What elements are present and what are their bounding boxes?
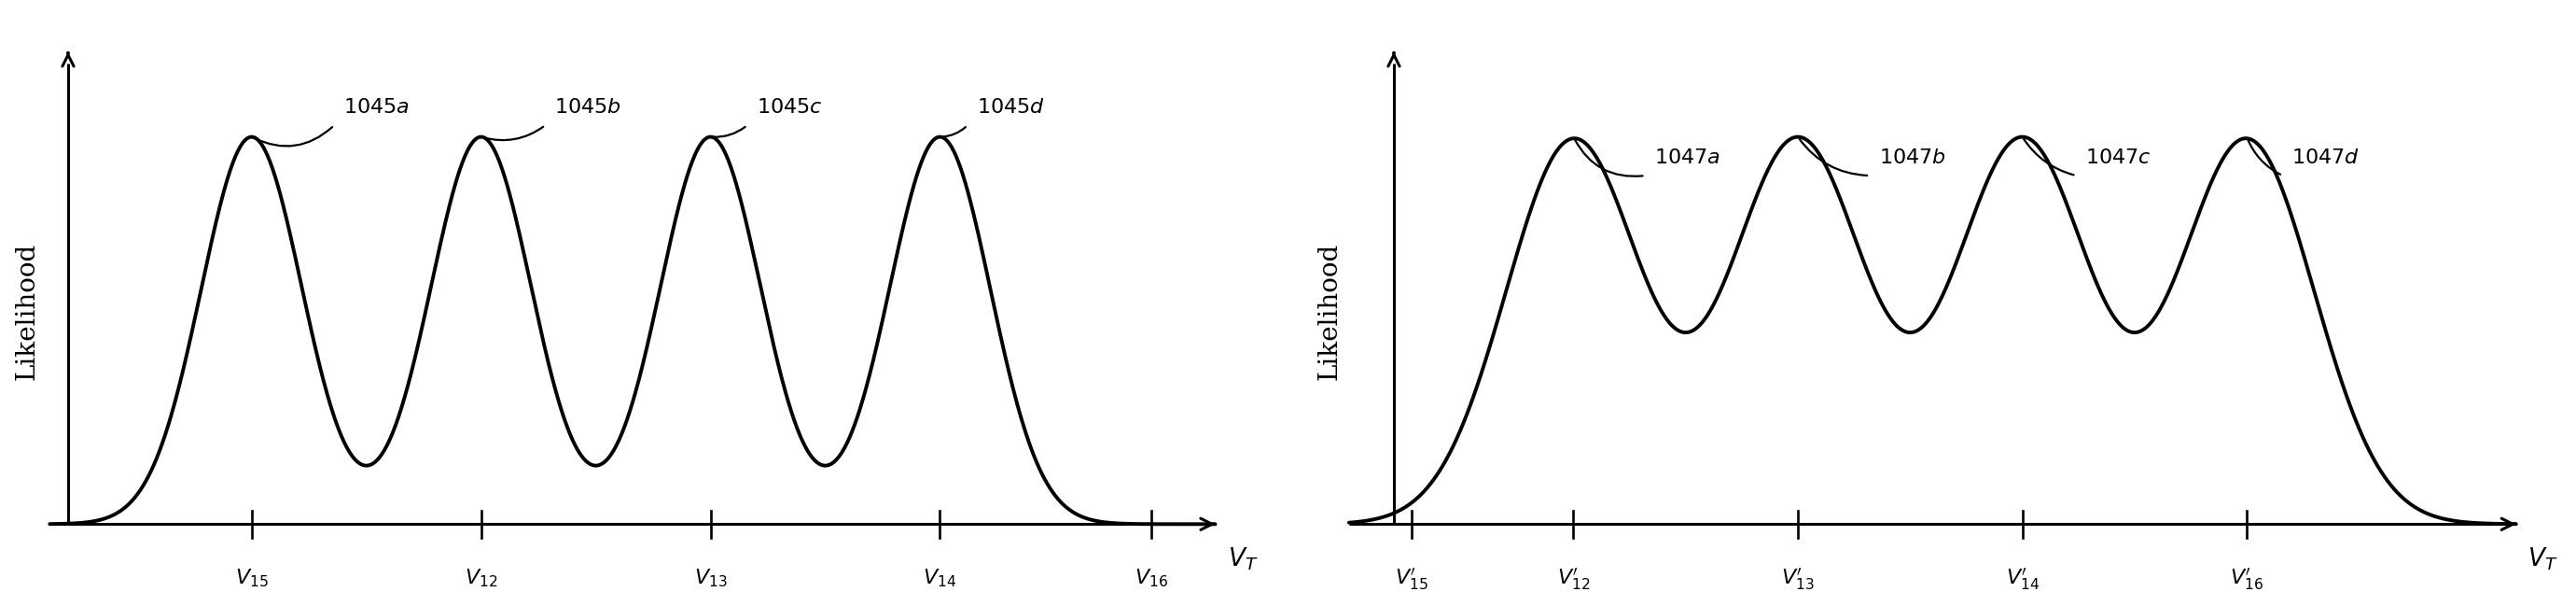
Text: $V_T$: $V_T$ xyxy=(1229,545,1257,572)
Text: $\mathit{1045b}$: $\mathit{1045b}$ xyxy=(554,97,621,118)
Text: $V_{15}$: $V_{15}$ xyxy=(234,567,268,589)
Text: $V_{13}'$: $V_{13}'$ xyxy=(1780,567,1814,593)
Text: $\mathit{1045c}$: $\mathit{1045c}$ xyxy=(757,97,822,118)
Text: $V_{15}'$: $V_{15}'$ xyxy=(1396,567,1430,593)
Text: $V_{16}'$: $V_{16}'$ xyxy=(2231,567,2264,593)
Text: $\mathit{1047b}$: $\mathit{1047b}$ xyxy=(1878,147,1945,168)
Text: $V_{12}'$: $V_{12}'$ xyxy=(1556,567,1589,593)
Text: $V_T$: $V_T$ xyxy=(2527,545,2558,572)
Text: $V_{13}$: $V_{13}$ xyxy=(693,567,726,589)
Text: $V_{16}$: $V_{16}$ xyxy=(1133,567,1167,589)
Text: $V_{14}$: $V_{14}$ xyxy=(922,567,956,589)
Text: Likelihood: Likelihood xyxy=(15,242,39,380)
Text: $\mathit{1047c}$: $\mathit{1047c}$ xyxy=(2084,147,2151,168)
Text: $V_{14}'$: $V_{14}'$ xyxy=(2007,567,2040,593)
Text: $V_{12}$: $V_{12}$ xyxy=(464,567,497,589)
Text: $\mathit{1045d}$: $\mathit{1045d}$ xyxy=(976,97,1046,118)
Text: $\mathit{1047d}$: $\mathit{1047d}$ xyxy=(2293,147,2360,168)
Text: $\mathit{1047a}$: $\mathit{1047a}$ xyxy=(1654,147,1721,168)
Text: $\mathit{1045a}$: $\mathit{1045a}$ xyxy=(343,97,410,118)
Text: Likelihood: Likelihood xyxy=(1316,242,1342,380)
